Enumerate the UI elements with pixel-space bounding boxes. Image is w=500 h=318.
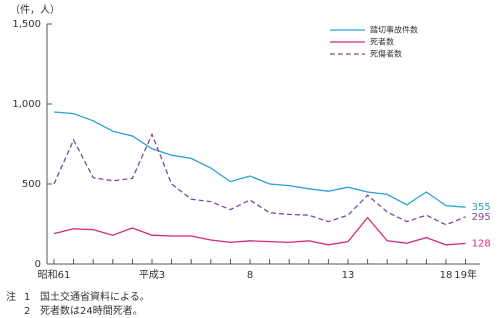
note-text: 死者数は24時間死者。 (40, 304, 143, 317)
end-value-label: 295 (472, 212, 491, 223)
legend-label: 死傷者数 (370, 49, 402, 59)
legend-label: 死者数 (370, 37, 394, 47)
x-tick-label: 8 (247, 270, 253, 281)
series-line (53, 132, 466, 226)
notes-label: 注 (6, 290, 16, 303)
x-tick-label: 19年 (454, 268, 477, 281)
x-tick-label: 平成3 (139, 269, 165, 281)
end-value-label: 128 (472, 239, 491, 250)
x-tick-label: 昭和61 (38, 269, 71, 281)
x-tick-label: 13 (342, 270, 355, 281)
y-tick-label: 0 (35, 259, 41, 270)
note-text: 国土交通省資料による。 (40, 290, 150, 303)
y-tick-label: 500 (22, 179, 41, 190)
y-tick-label: 1,500 (12, 19, 41, 30)
note-number: 1 (24, 292, 30, 303)
series-line (53, 111, 466, 208)
y-tick-label: 1,000 (12, 99, 41, 110)
series-line (53, 216, 466, 246)
note-number: 2 (24, 306, 30, 317)
x-tick-label: 18 (440, 270, 453, 281)
y-axis-label: （件，人） (10, 4, 60, 16)
legend-label: 踏切事故件数 (370, 25, 418, 35)
end-value-label: 355 (472, 202, 491, 213)
